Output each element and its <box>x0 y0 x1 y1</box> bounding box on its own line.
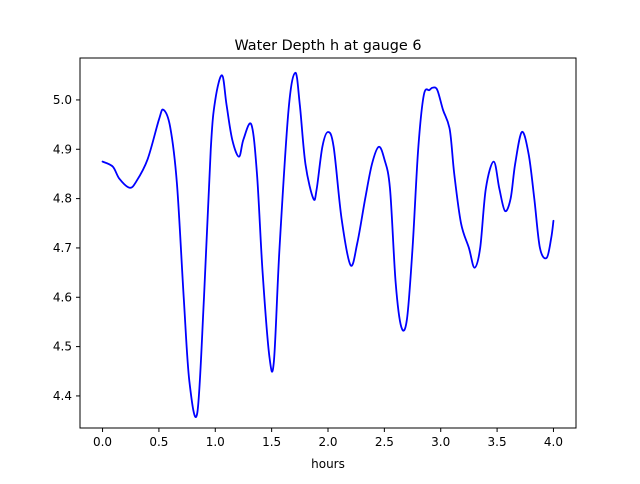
y-tick-label: 4.9 <box>53 142 72 156</box>
x-tick-label: 4.0 <box>544 435 563 449</box>
x-axis-label: hours <box>311 457 345 471</box>
plot-area <box>80 58 576 428</box>
x-tick-label: 3.5 <box>488 435 507 449</box>
x-tick-label: 1.0 <box>206 435 225 449</box>
x-tick-label: 2.0 <box>318 435 337 449</box>
x-tick-label: 0.5 <box>149 435 168 449</box>
y-tick-label: 4.5 <box>53 340 72 354</box>
x-tick-label: 3.0 <box>431 435 450 449</box>
x-axis-ticks: 0.0 0.5 1.0 1.5 2.0 2.5 3.0 3.5 4.0 <box>93 428 563 449</box>
y-tick-label: 4.4 <box>53 389 72 403</box>
x-tick-label: 2.5 <box>375 435 394 449</box>
y-tick-label: 4.7 <box>53 241 72 255</box>
y-tick-label: 5.0 <box>53 93 72 107</box>
series-layer <box>101 71 555 418</box>
x-tick-label: 1.5 <box>262 435 281 449</box>
y-axis-ticks: 4.4 4.5 4.6 4.7 4.8 4.9 5.0 <box>53 93 80 403</box>
series-line <box>101 71 555 418</box>
x-tick-label: 0.0 <box>93 435 112 449</box>
chart-title: Water Depth h at gauge 6 <box>234 38 421 54</box>
y-tick-label: 4.6 <box>53 290 72 304</box>
axes-frame <box>79 57 577 429</box>
y-tick-label: 4.8 <box>53 192 72 206</box>
